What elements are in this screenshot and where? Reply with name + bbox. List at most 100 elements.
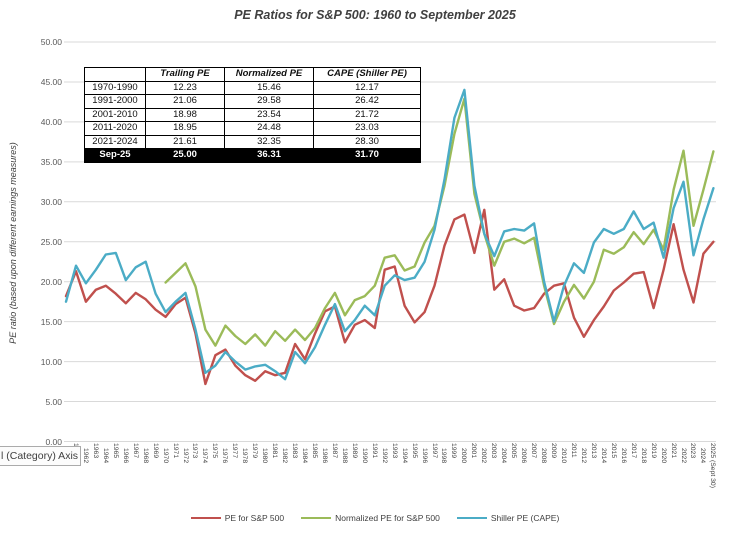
table-row: 1991-2000 21.06 29.58 26.42 — [84, 94, 421, 109]
x-tick-label: 1996 — [420, 448, 428, 464]
y-tick-label: 50.00 — [40, 37, 62, 47]
table-value-cell: 12.17 — [313, 80, 421, 95]
table-row: 2021-2024 21.61 32.35 28.30 — [84, 134, 421, 149]
table-header-cell: CAPE (Shiller PE) — [313, 67, 421, 82]
x-tick-label: 1994 — [400, 448, 408, 464]
x-tick-label: 1985 — [311, 443, 318, 459]
x-tick-label: 1968 — [141, 448, 149, 464]
x-tick-label: 2024 — [699, 448, 707, 464]
y-tick-label: 35.00 — [40, 156, 62, 167]
table-header-cell: Trailing PE — [145, 67, 225, 82]
table-period-cell: 1991-2000 — [84, 94, 146, 109]
legend-line-swatch — [456, 517, 487, 519]
x-tick-label: 1979 — [251, 443, 259, 459]
legend-label: Normalized PE for S&P 500 — [335, 513, 440, 523]
x-tick-label: 1988 — [340, 448, 348, 464]
table-value-cell: 24.48 — [224, 121, 314, 136]
table-row: 2011-2020 18.95 24.48 23.03 — [84, 121, 421, 136]
x-tick-label: 2018 — [639, 448, 647, 464]
table-value-cell: 26.42 — [313, 94, 421, 109]
legend-line-swatch — [190, 517, 221, 519]
x-tick-label: 1974 — [201, 448, 209, 464]
x-tick-label: 2003 — [490, 443, 498, 459]
x-tick-label: 2011 — [569, 443, 577, 458]
table-period-cell: 2021-2024 — [84, 134, 146, 149]
x-tick-label: 1999 — [450, 443, 458, 459]
series-line-pe-for-s-p-500 — [64, 208, 715, 386]
y-tick-label: 30.00 — [40, 196, 62, 207]
x-tick-label: 1987 — [330, 443, 338, 459]
x-tick-label: 2025 (Sept 30) — [709, 443, 717, 488]
table-value-cell: 36.31 — [224, 148, 314, 163]
x-tick-label: 1971 — [171, 443, 179, 459]
x-tick-label: 2020 — [659, 448, 667, 464]
x-tick-label: 1992 — [380, 448, 388, 464]
x-tick-label: 1984 — [301, 448, 309, 464]
x-tick-label: 2000 — [460, 448, 468, 464]
table-value-cell: 21.72 — [313, 107, 421, 122]
table-value-cell: 23.03 — [313, 121, 421, 136]
table-value-cell: 18.98 — [145, 107, 225, 122]
x-tick-label: 1962 — [81, 448, 89, 464]
x-tick-label: 1969 — [151, 443, 159, 459]
table-value-cell: 23.54 — [224, 107, 314, 122]
x-tick-label: 1981 — [271, 443, 279, 459]
pe-summary-table: Trailing PE Normalized PE CAPE (Shiller PE… — [84, 67, 421, 163]
series-line-shiller-pe-cape- — [64, 88, 715, 381]
chart-legend: PE for S&P 500 Normalized PE for S&P 500 S… — [0, 513, 750, 523]
x-tick-label: 1963 — [91, 443, 99, 459]
y-tick-label: 45.00 — [40, 76, 62, 87]
x-tick-label: 1967 — [131, 443, 139, 459]
x-tick-label: 1978 — [241, 448, 249, 464]
x-tick-label: 1989 — [350, 443, 358, 459]
x-tick-label: 1976 — [221, 448, 229, 464]
x-tick-label: 1966 — [121, 448, 129, 464]
y-tick-label: 10.00 — [40, 356, 62, 367]
x-tick-label: 2017 — [629, 443, 637, 459]
x-tick-label: 1991 — [370, 443, 378, 459]
x-tick-label: 2019 — [649, 443, 657, 459]
y-tick-label: 20.00 — [40, 276, 62, 287]
table-row: 2001-2010 18.98 23.54 21.72 — [84, 107, 421, 122]
table-row: Sep-25 25.00 36.31 31.70 — [84, 148, 421, 163]
x-tick-label: 2021 — [669, 443, 677, 459]
x-tick-label: 2004 — [500, 448, 508, 464]
x-tick-label: 2008 — [540, 448, 548, 464]
x-tick-label: 2009 — [550, 443, 558, 459]
table-period-cell: 1970-1990 — [84, 80, 146, 95]
table-value-cell: 18.95 — [145, 121, 225, 136]
x-tick-label: 2010 — [560, 448, 567, 464]
x-tick-label: 1995 — [410, 443, 418, 459]
legend-item: Normalized PE for S&P 500 — [301, 513, 440, 523]
x-tick-label: 2007 — [530, 443, 538, 459]
x-tick-label: 1993 — [390, 443, 398, 459]
table-value-cell: 15.46 — [224, 80, 314, 95]
table-value-cell: 21.61 — [145, 134, 225, 149]
x-tick-label: 2006 — [520, 448, 528, 464]
y-tick-label: 0.00 — [45, 436, 62, 447]
legend-item: PE for S&P 500 — [190, 513, 285, 523]
y-tick-label: 15.00 — [40, 316, 62, 327]
legend-line-swatch — [301, 517, 332, 519]
x-tick-label: 1973 — [191, 443, 199, 459]
table-period-cell: 2001-2010 — [84, 107, 146, 122]
x-tick-label: 1986 — [320, 448, 328, 464]
x-tick-label: 2012 — [579, 448, 587, 464]
table-value-cell: 32.35 — [224, 134, 314, 149]
x-tick-label: 1972 — [181, 448, 189, 464]
x-tick-label: 1965 — [111, 443, 119, 459]
y-tick-label: 25.00 — [40, 236, 62, 247]
x-tick-label: 1997 — [430, 443, 438, 459]
legend-label: PE for S&P 500 — [224, 513, 285, 523]
x-tick-label: 1983 — [291, 443, 299, 459]
x-tick-label: 1990 — [360, 448, 368, 464]
x-tick-label: 1982 — [281, 448, 289, 464]
x-tick-label: 2022 — [679, 448, 687, 464]
x-tick-label: 2013 — [589, 443, 597, 459]
x-tick-label: 2001 — [470, 443, 478, 459]
table-period-cell: 2011-2020 — [84, 121, 146, 136]
x-tick-label: 2005 — [510, 443, 518, 459]
x-tick-label: 2015 — [609, 443, 617, 459]
x-tick-label: 1977 — [231, 443, 239, 459]
